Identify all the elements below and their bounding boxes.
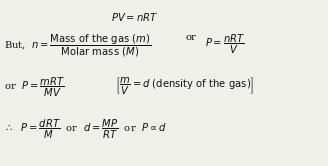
Text: or  $P = \dfrac{mRT}{MV}$: or $P = \dfrac{mRT}{MV}$: [4, 76, 65, 99]
Text: $\therefore$  $P = \dfrac{dRT}{M}$  or  $d = \dfrac{MP}{RT}$  or  $P \propto d$: $\therefore$ $P = \dfrac{dRT}{M}$ or $d …: [4, 118, 167, 141]
Text: or: or: [186, 33, 197, 42]
Text: $\left[\dfrac{m}{V} = d\ \mathrm{(density\ of\ the\ gas)}\right]$: $\left[\dfrac{m}{V} = d\ \mathrm{(densit…: [115, 76, 255, 97]
Text: $P = \dfrac{nRT}{V}$: $P = \dfrac{nRT}{V}$: [205, 33, 245, 56]
Text: But,  $n =\dfrac{\mathrm{Mass\ of\ the\ gas\ }(m)}{\mathrm{Molar\ mass\ }(M)}$: But, $n =\dfrac{\mathrm{Mass\ of\ the\ g…: [4, 33, 152, 59]
Text: $PV = nRT$: $PV = nRT$: [112, 11, 159, 23]
